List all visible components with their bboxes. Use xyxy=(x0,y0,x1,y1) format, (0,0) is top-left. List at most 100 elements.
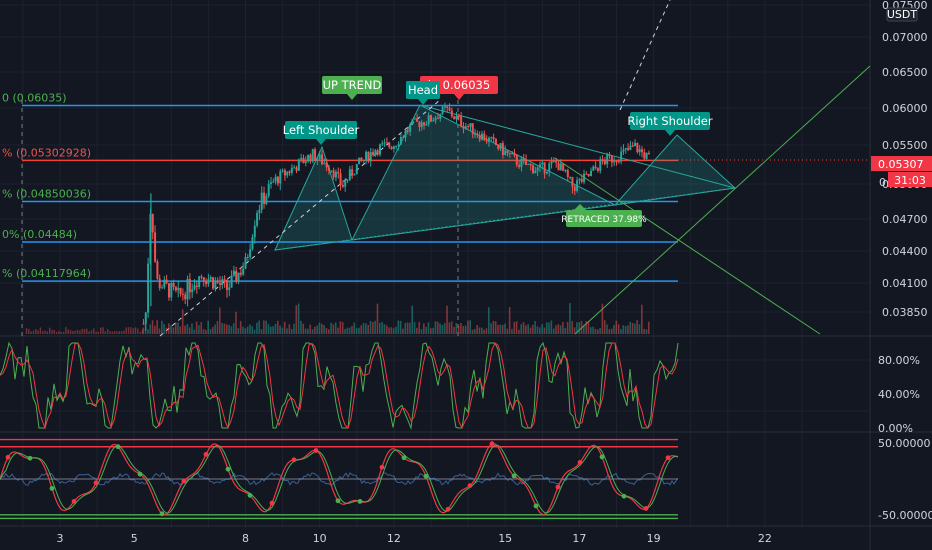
volume-bar xyxy=(321,323,323,334)
candle-body xyxy=(260,192,263,210)
candle-body xyxy=(297,159,300,171)
volume-bar xyxy=(518,329,520,334)
volume-bar xyxy=(230,326,233,334)
volume-bar xyxy=(334,322,337,334)
oscillator-cross-dot xyxy=(93,480,99,486)
candle-body xyxy=(198,276,201,287)
volume-bar xyxy=(311,329,314,334)
volume-bar xyxy=(418,321,421,334)
volume-bar xyxy=(93,328,95,334)
volume-bar xyxy=(550,320,553,334)
volume-bar xyxy=(309,324,312,334)
volume-bar xyxy=(88,331,90,334)
volume-bar xyxy=(557,324,560,334)
volume-bar xyxy=(30,331,32,334)
volume-bar xyxy=(223,323,226,334)
candle-body xyxy=(154,232,157,262)
candle-body xyxy=(404,130,407,138)
candle-body xyxy=(613,161,616,163)
candle-body xyxy=(341,184,344,187)
volume-bar xyxy=(485,328,488,334)
volume-bar xyxy=(548,322,550,334)
candle-body xyxy=(592,166,595,171)
volume-bar xyxy=(69,330,72,334)
volume-bar xyxy=(409,322,411,334)
candle-body xyxy=(167,283,170,298)
date-tick-label: 10 xyxy=(313,532,327,545)
candle-body xyxy=(636,142,639,153)
candle-body xyxy=(332,170,335,178)
candle-body xyxy=(390,146,393,149)
volume-bar xyxy=(72,330,74,334)
volume-bar xyxy=(341,322,344,334)
candle-body xyxy=(538,164,541,168)
volume-bar xyxy=(573,327,576,334)
candle-body xyxy=(372,152,375,156)
price-tick-label: 0.05500 xyxy=(882,139,928,152)
candle-body xyxy=(293,167,296,169)
volume-bar xyxy=(325,327,328,334)
candle-body xyxy=(346,179,349,181)
right-shoulder-label-bg xyxy=(630,112,710,130)
head-and-shoulders-pattern xyxy=(274,104,737,251)
candle-body xyxy=(374,150,377,156)
candle-body xyxy=(314,149,317,161)
candle-body xyxy=(420,122,423,128)
volume-bar xyxy=(300,320,302,334)
volume-bar xyxy=(147,329,149,334)
candle-body xyxy=(643,152,646,159)
candle-body xyxy=(522,158,525,160)
volume-bar xyxy=(492,320,495,334)
volume-bar xyxy=(58,331,60,334)
candle-body xyxy=(483,133,486,141)
volume-bars xyxy=(25,303,650,334)
candle-body xyxy=(330,170,333,172)
date-tick-label: 17 xyxy=(572,532,586,545)
volume-bar xyxy=(339,321,342,334)
price-tick-label-partial: 0 xyxy=(879,176,886,189)
price-tick-label: 0.04400 xyxy=(882,245,928,258)
volume-bar xyxy=(142,327,145,334)
volume-bar xyxy=(39,327,42,334)
candle-body xyxy=(263,192,266,204)
candle-body xyxy=(617,161,620,163)
volume-bar xyxy=(191,323,193,334)
volume-bar xyxy=(181,309,184,334)
volume-bar xyxy=(120,331,123,334)
volume-bar xyxy=(109,331,111,334)
volume-bar xyxy=(239,320,242,334)
currency-box xyxy=(886,7,918,22)
volume-bar xyxy=(316,325,318,334)
trend-line-down xyxy=(554,157,821,335)
candle-body xyxy=(599,159,602,171)
oscillator-tick-label: -50.00000 xyxy=(878,509,932,522)
candle-body xyxy=(232,270,235,276)
volume-bar xyxy=(156,320,158,334)
candle-body xyxy=(395,145,398,147)
volume-bar xyxy=(246,326,249,334)
candle-body xyxy=(545,171,548,174)
volume-bar xyxy=(198,325,200,334)
candle-body xyxy=(207,279,210,284)
candle-body xyxy=(318,154,321,159)
oscillator-cross-dot xyxy=(313,448,319,453)
candle-body xyxy=(615,161,618,163)
candle-body xyxy=(225,280,228,290)
volume-bar xyxy=(134,327,137,334)
candle-body xyxy=(532,165,535,174)
volume-bar xyxy=(332,324,335,334)
candle-body xyxy=(362,159,365,161)
candle-body xyxy=(161,287,164,289)
volume-bar xyxy=(629,321,632,334)
candle-body xyxy=(256,213,259,226)
candle-body xyxy=(193,285,196,290)
volume-bar xyxy=(404,322,407,334)
volume-bar xyxy=(381,321,383,334)
candle-body xyxy=(360,157,363,161)
candle-body xyxy=(418,121,421,128)
volume-bar xyxy=(106,329,109,334)
volume-bar xyxy=(232,323,235,334)
candle-body xyxy=(339,173,342,185)
candle-body xyxy=(583,173,586,182)
